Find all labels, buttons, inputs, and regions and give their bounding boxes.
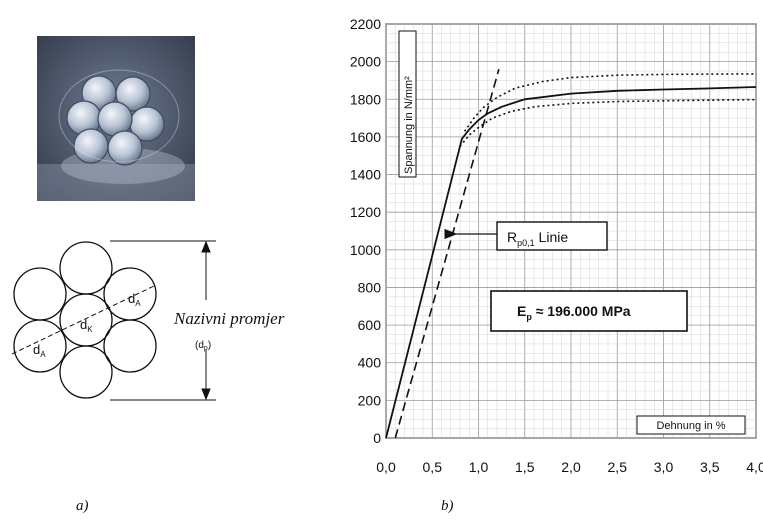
x-tick-label: 1,5	[515, 459, 535, 475]
ylabel-box	[398, 30, 417, 178]
outer-wire-label-right: dA	[128, 291, 141, 308]
strand-photo	[37, 36, 195, 201]
y-tick-label: 800	[358, 279, 382, 295]
rp-annotation-label: Rp0,1 Linie	[507, 229, 568, 248]
x-tick-label: 3,0	[654, 459, 674, 475]
y-tick-label: 600	[358, 317, 382, 333]
chart-series	[385, 68, 757, 439]
outer-wire-lower-right	[103, 319, 157, 373]
rp-annotation-box	[496, 221, 608, 251]
dimension-arrow-up	[201, 240, 211, 253]
x-tick-label: 4,0	[746, 459, 763, 475]
x-tick-label: 1,0	[469, 459, 489, 475]
modulus-annotation-box	[490, 290, 688, 332]
stress-strain-chart: 0,0 0,5 1,0 1,5 2,0 2,5 3,0 3,5 4,0 0 200 400 600 80…	[350, 16, 763, 475]
y-tick-label: 1800	[350, 91, 381, 107]
figure-b-label: b)	[441, 498, 454, 514]
diameter-dimension-lines	[11, 240, 216, 401]
offset-line	[394, 68, 500, 439]
y-tick-label: 1400	[350, 167, 381, 183]
x-tick-labels: 0,0 0,5 1,0 1,5 2,0 2,5 3,0 3,5 4,0	[376, 459, 763, 475]
y-tick-label: 1600	[350, 129, 381, 145]
x-tick-label: 0,0	[376, 459, 396, 475]
y-tick-label: 2200	[350, 16, 381, 32]
x-tick-label: 2,5	[608, 459, 628, 475]
modulus-annotation-label: Ep ≈ 196.000 MPa	[517, 303, 631, 322]
y-tick-label: 0	[373, 430, 381, 446]
dimension-arrow-down	[201, 388, 211, 401]
y-tick-labels: 0 200 400 600 800 1000 1200 1400 1600 1800 2000 220…	[350, 16, 381, 446]
outer-wire-label-left: dA	[33, 342, 46, 359]
y-axis-label: Spannung in N/mm²	[403, 76, 415, 174]
nominal-diameter-label: Nazivni promjer	[173, 309, 285, 328]
x-axis-label: Dehnung in %	[656, 420, 725, 432]
xlabel-box	[636, 415, 746, 435]
outer-wire-top	[59, 241, 113, 295]
strand-photo-image	[37, 36, 195, 201]
y-tick-label: 400	[358, 355, 382, 371]
nominal-diameter-symbol: (dp)	[195, 340, 211, 352]
y-tick-label: 2000	[350, 54, 381, 70]
tolerance-band-curve	[463, 73, 757, 132]
strand-cross-section	[13, 241, 157, 399]
x-tick-label: 0,5	[423, 459, 443, 475]
y-tick-label: 200	[358, 392, 382, 408]
outer-wire-bottom	[59, 345, 113, 399]
core-wire	[59, 293, 113, 347]
y-tick-label: 1200	[350, 204, 381, 220]
tolerance-band-curve	[459, 98, 757, 147]
x-tick-label: 3,5	[700, 459, 720, 475]
wire-diameter-line	[11, 285, 155, 355]
figure-a-label: a)	[76, 498, 89, 514]
stress-strain-curve	[385, 86, 757, 439]
core-wire-label: dK	[80, 317, 93, 334]
outer-wire-upper-left	[13, 267, 67, 321]
y-tick-label: 1000	[350, 242, 381, 258]
x-tick-label: 2,0	[561, 459, 581, 475]
